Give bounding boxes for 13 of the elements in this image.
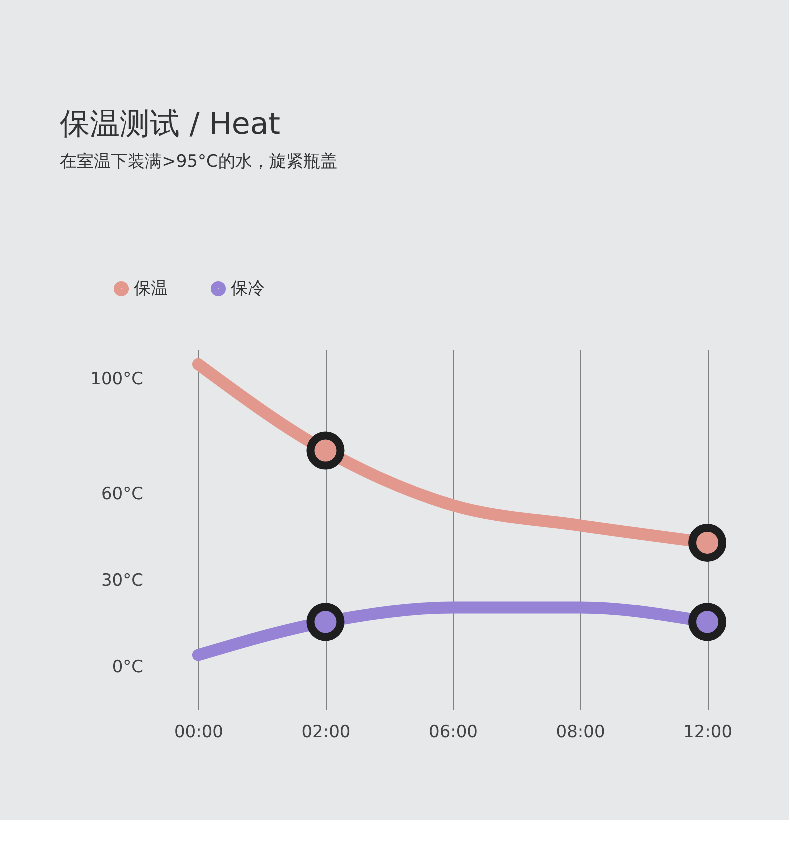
legend-label: 保冷 [231, 278, 265, 299]
y-tick-label: 60°C [101, 484, 144, 504]
y-tick-label: 30°C [101, 570, 144, 591]
x-tick-label: 02:00 [302, 722, 351, 742]
x-tick-label: 00:00 [174, 722, 224, 742]
x-tick-label: 12:00 [684, 722, 733, 742]
chart-title: 保温测试 / Heat [60, 107, 281, 142]
legend-label: 保温 [134, 278, 168, 299]
chart-subtitle: 在室温下装满>95°C的水，旋紧瓶盖 [60, 152, 338, 172]
y-tick-label: 0°C [112, 657, 144, 678]
y-tick-label: 100°C [90, 369, 144, 390]
x-tick-label: 08:00 [556, 722, 606, 742]
x-tick-label: 06:00 [429, 722, 478, 742]
